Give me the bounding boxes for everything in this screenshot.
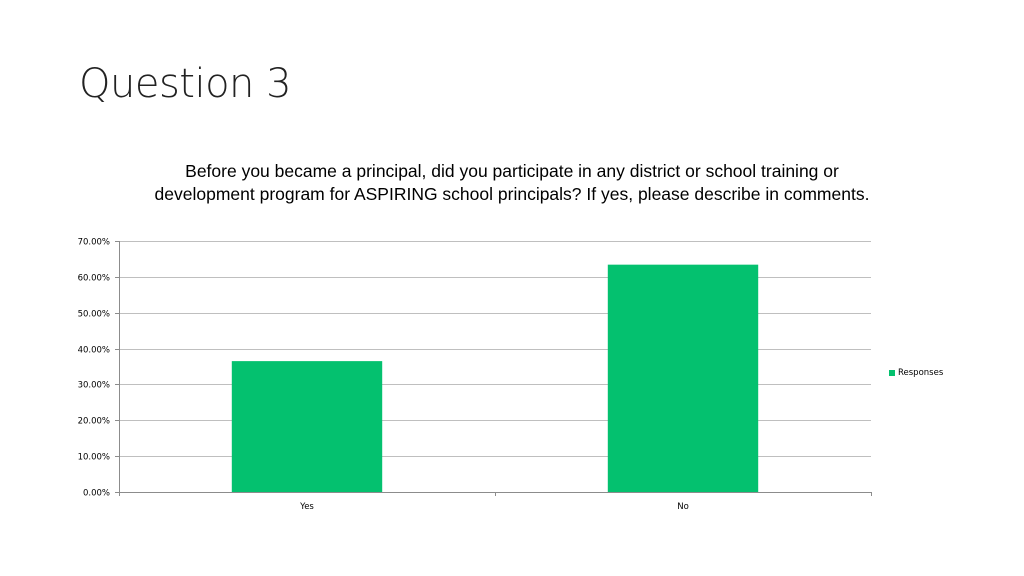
legend-swatch <box>889 370 895 376</box>
slide-title: Question 3 <box>79 61 292 107</box>
y-tick-label: 0.00% <box>83 489 110 499</box>
y-tick-label: 40.00% <box>78 346 110 356</box>
chart-title: Before you became a principal, did you p… <box>154 161 870 204</box>
chart-legend: Responses <box>889 368 943 378</box>
y-tick-label: 50.00% <box>78 310 110 320</box>
y-tick-label: 70.00% <box>78 238 110 248</box>
bar-yes <box>231 361 383 492</box>
bar-no <box>607 264 759 492</box>
y-tick-label: 10.00% <box>78 453 110 463</box>
y-tick-label: 30.00% <box>78 381 110 391</box>
x-tick-label: Yes <box>299 502 314 512</box>
y-tick-label: 60.00% <box>78 274 110 284</box>
x-tick-label: No <box>677 502 689 512</box>
y-tick-label: 20.00% <box>78 417 110 427</box>
legend-label: Responses <box>898 368 944 378</box>
